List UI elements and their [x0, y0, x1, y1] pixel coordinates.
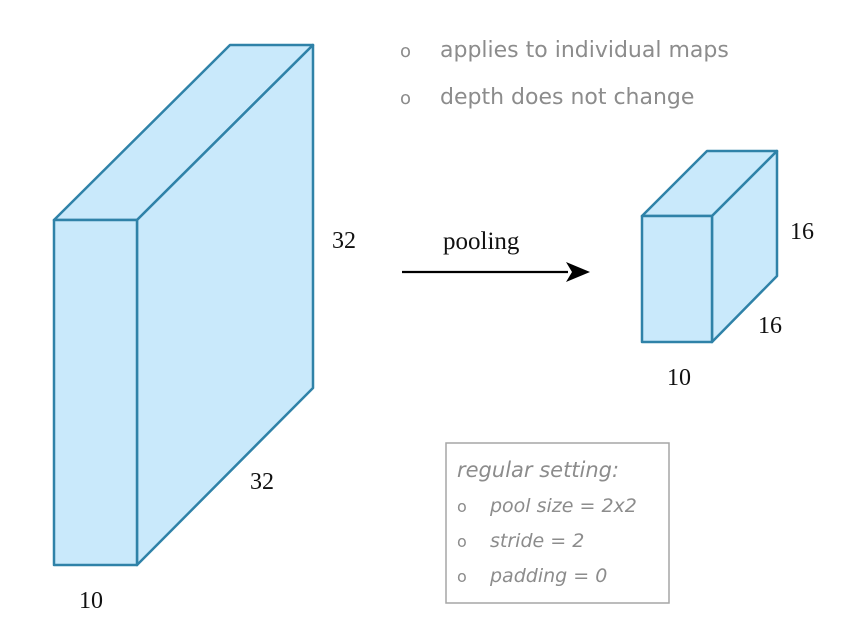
pooling-label: pooling: [443, 228, 520, 255]
input-volume: [52, 43, 315, 567]
note-bullet: o: [400, 41, 411, 62]
output-volume-front-face: [640, 214, 714, 344]
setting-padding: padding = 0: [489, 565, 607, 587]
output-volume: [640, 149, 779, 344]
setting-stride: stride = 2: [490, 530, 584, 552]
notes-list: o applies to individual maps o depth doe…: [400, 38, 729, 110]
note-depth-unchanged: depth does not change: [440, 85, 694, 110]
input-volume-front-face: [52, 218, 139, 567]
arrow-head: [566, 262, 590, 282]
settings-border: [445, 442, 670, 604]
setting-pool-size: pool size = 2x2: [489, 495, 637, 517]
note-bullet: o: [400, 88, 411, 109]
pooling-arrow: [402, 262, 590, 282]
output-depth-label: 10: [667, 365, 691, 391]
setting-bullet: o: [457, 532, 467, 551]
settings-heading: regular setting:: [457, 458, 619, 482]
input-height-label: 32: [332, 228, 356, 254]
setting-bullet: o: [457, 567, 467, 586]
input-depth-label: 10: [79, 588, 103, 614]
input-width-label: 32: [250, 469, 274, 495]
settings-box: regular setting: o pool size = 2x2 o str…: [445, 442, 670, 604]
setting-bullet: o: [457, 497, 467, 516]
note-applies-to-maps: applies to individual maps: [440, 38, 729, 63]
output-width-label: 16: [758, 313, 782, 339]
output-height-label: 16: [790, 219, 814, 245]
